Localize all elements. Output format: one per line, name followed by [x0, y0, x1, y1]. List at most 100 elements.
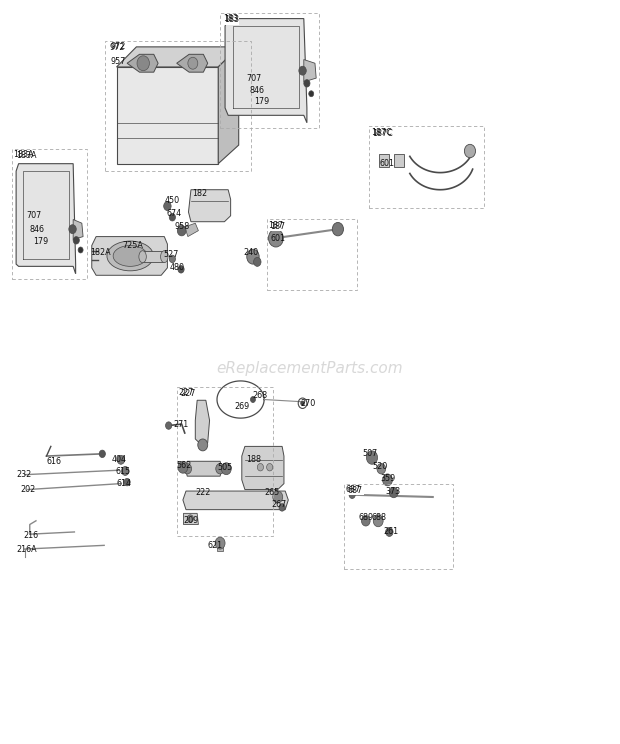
Text: 520: 520 — [372, 462, 388, 471]
Text: 674: 674 — [166, 209, 181, 218]
Polygon shape — [177, 54, 208, 72]
Circle shape — [383, 474, 392, 486]
Polygon shape — [183, 491, 288, 510]
Circle shape — [268, 229, 283, 247]
Circle shape — [178, 461, 188, 473]
Text: 958: 958 — [175, 222, 190, 231]
Circle shape — [373, 515, 383, 527]
Circle shape — [99, 450, 105, 458]
Text: 615: 615 — [115, 467, 130, 476]
Ellipse shape — [113, 246, 148, 266]
Circle shape — [69, 225, 76, 234]
Text: 972: 972 — [109, 43, 125, 52]
Bar — [220, 13, 319, 128]
Circle shape — [279, 504, 285, 511]
Text: 707: 707 — [247, 74, 262, 83]
Text: 209: 209 — [184, 516, 199, 525]
Circle shape — [377, 464, 386, 474]
Text: 227: 227 — [179, 388, 194, 397]
Circle shape — [177, 225, 186, 236]
Text: 232: 232 — [17, 470, 32, 479]
Text: 687: 687 — [346, 485, 361, 494]
Text: 601: 601 — [271, 234, 286, 243]
Circle shape — [349, 491, 355, 498]
Polygon shape — [188, 190, 231, 222]
Circle shape — [247, 249, 259, 264]
Text: 270: 270 — [301, 400, 316, 408]
Text: 187C: 187C — [371, 128, 391, 137]
Circle shape — [464, 144, 476, 158]
Circle shape — [309, 91, 314, 97]
Polygon shape — [185, 461, 222, 476]
Circle shape — [332, 222, 343, 236]
Polygon shape — [117, 67, 218, 164]
Text: 183A: 183A — [16, 151, 37, 160]
Text: 450: 450 — [164, 196, 179, 205]
Circle shape — [166, 422, 172, 429]
Text: 846: 846 — [29, 225, 44, 234]
Polygon shape — [379, 154, 389, 167]
Text: 188: 188 — [246, 455, 261, 464]
Circle shape — [198, 439, 208, 451]
Polygon shape — [143, 251, 164, 262]
Polygon shape — [195, 400, 210, 445]
Text: 687: 687 — [348, 486, 363, 495]
Text: 183: 183 — [224, 15, 239, 24]
Ellipse shape — [139, 251, 146, 263]
Polygon shape — [242, 446, 284, 490]
Circle shape — [389, 487, 398, 498]
Circle shape — [257, 464, 264, 471]
Text: 216: 216 — [24, 531, 38, 540]
Circle shape — [304, 80, 310, 87]
Circle shape — [178, 266, 184, 273]
Text: 480: 480 — [170, 263, 185, 272]
Circle shape — [73, 237, 79, 244]
Text: 268: 268 — [252, 391, 267, 400]
Text: 216A: 216A — [16, 545, 37, 554]
Circle shape — [215, 537, 225, 549]
Text: 614: 614 — [117, 479, 131, 488]
Circle shape — [267, 464, 273, 471]
Circle shape — [124, 478, 130, 486]
Text: 202: 202 — [20, 485, 36, 494]
Bar — [267, 219, 356, 290]
Circle shape — [188, 57, 198, 69]
Ellipse shape — [107, 241, 153, 271]
Text: 688: 688 — [372, 513, 387, 522]
Polygon shape — [184, 513, 198, 525]
Ellipse shape — [161, 251, 168, 263]
Polygon shape — [73, 219, 83, 240]
Circle shape — [273, 491, 283, 503]
Text: 507: 507 — [363, 449, 378, 458]
Text: 689: 689 — [358, 513, 373, 522]
Circle shape — [301, 401, 304, 405]
Circle shape — [386, 527, 393, 536]
Polygon shape — [127, 54, 158, 72]
Text: 725A: 725A — [123, 241, 144, 250]
Text: 707: 707 — [26, 211, 42, 220]
Text: 601: 601 — [379, 159, 394, 168]
Circle shape — [221, 463, 231, 475]
Polygon shape — [218, 47, 239, 164]
Text: 179: 179 — [33, 237, 48, 246]
Text: eReplacementParts.com: eReplacementParts.com — [216, 361, 404, 376]
Circle shape — [169, 255, 175, 263]
Circle shape — [254, 257, 261, 266]
Bar — [12, 149, 87, 279]
Text: 227: 227 — [180, 389, 196, 398]
Polygon shape — [117, 47, 239, 67]
Text: 527: 527 — [163, 250, 179, 259]
Circle shape — [366, 451, 378, 464]
Text: 957: 957 — [110, 57, 126, 66]
Text: 182: 182 — [192, 189, 207, 198]
Text: 265: 265 — [265, 488, 280, 497]
Bar — [369, 126, 484, 208]
Text: 261: 261 — [383, 527, 398, 536]
Text: 240: 240 — [244, 248, 259, 257]
Text: 562: 562 — [177, 461, 192, 469]
Circle shape — [216, 464, 224, 474]
Polygon shape — [225, 19, 307, 123]
Polygon shape — [394, 154, 404, 167]
Text: 359: 359 — [380, 474, 396, 483]
Circle shape — [137, 56, 149, 71]
